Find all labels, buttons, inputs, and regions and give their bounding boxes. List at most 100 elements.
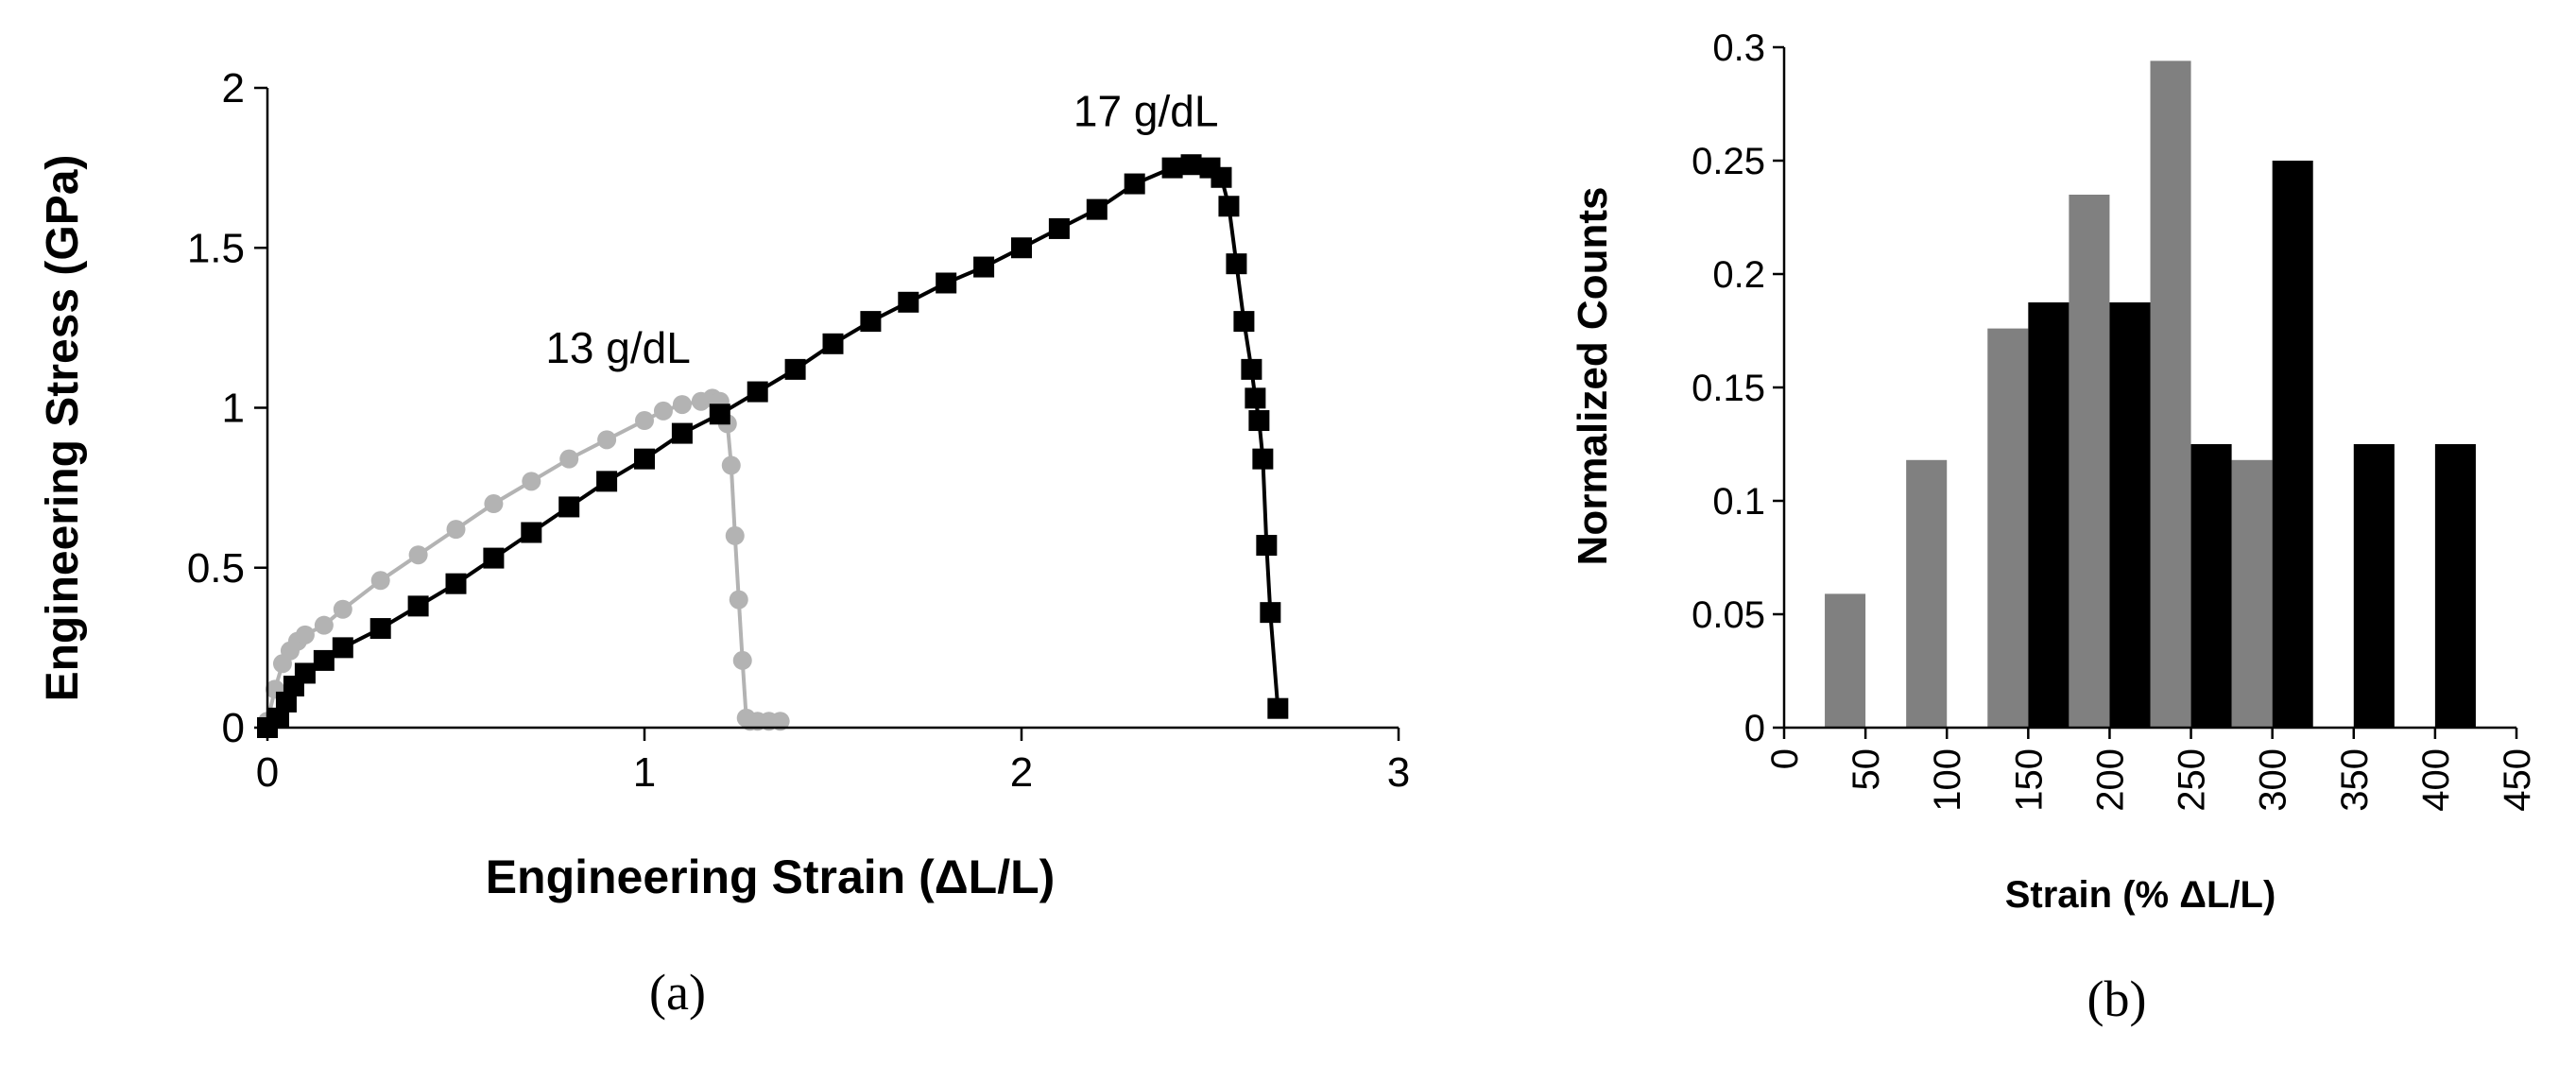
data-point xyxy=(522,472,541,491)
series-line xyxy=(266,163,1280,730)
data-point xyxy=(725,525,745,545)
data-point xyxy=(747,381,768,403)
data-point xyxy=(635,411,654,431)
data-point xyxy=(484,494,504,514)
data-point xyxy=(1086,198,1108,220)
stress-strain-y-axis-title: Engineering Stress (GPa) xyxy=(38,155,88,702)
y-tick-label: 0.3 xyxy=(1712,27,1765,69)
data-point xyxy=(1233,311,1255,333)
histogram-axes: 0 0.05 0.1 0.15 0.2 0.25 0.3 0 50 100 150 200 250 300… xyxy=(1692,27,2538,812)
histogram-bar xyxy=(2353,444,2395,728)
data-point xyxy=(370,571,390,591)
data-point xyxy=(936,272,957,294)
histogram-bar xyxy=(1987,328,2029,728)
data-point xyxy=(314,615,334,635)
data-point xyxy=(369,618,391,640)
data-point xyxy=(1248,410,1270,432)
x-tick-label: 400 xyxy=(2415,748,2457,812)
y-tick-label: 2 xyxy=(222,65,245,112)
data-point xyxy=(1267,697,1289,719)
data-point xyxy=(267,707,289,729)
data-point xyxy=(483,547,505,569)
data-point xyxy=(653,401,673,421)
y-tick-label: 1.5 xyxy=(187,225,245,271)
histogram-bar xyxy=(2434,444,2476,728)
x-tick-label: 3 xyxy=(1387,749,1410,796)
data-point xyxy=(1245,387,1266,409)
data-point xyxy=(1180,154,1202,176)
x-tick-label: 2 xyxy=(1010,749,1033,796)
data-point xyxy=(671,422,693,444)
x-tick-label: 450 xyxy=(2497,748,2538,812)
x-tick-label: 1 xyxy=(633,749,656,796)
data-point xyxy=(973,256,995,278)
histogram-bar xyxy=(2109,302,2151,728)
data-point xyxy=(295,625,315,644)
data-point xyxy=(596,471,618,492)
histogram-x-axis-title: Strain (% ΔL/L) xyxy=(2005,874,2276,916)
x-tick-label: 0 xyxy=(256,749,279,796)
data-point xyxy=(275,691,297,713)
strain-histogram-chart: 0 0.05 0.1 0.15 0.2 0.25 0.3 0 50 100 150 200 250 300… xyxy=(1570,27,2538,1027)
data-point xyxy=(446,520,466,540)
data-point xyxy=(1252,448,1274,470)
data-point xyxy=(313,649,335,671)
x-tick-label: 200 xyxy=(2089,748,2131,812)
series-line xyxy=(266,396,781,724)
series-1 xyxy=(257,154,1289,738)
histogram-bar xyxy=(2272,161,2313,728)
caption-a: (a) xyxy=(649,964,706,1021)
x-tick-label: 150 xyxy=(2008,748,2050,812)
data-point xyxy=(784,358,806,380)
y-tick-label: 0.5 xyxy=(187,545,245,592)
data-point xyxy=(1260,602,1281,624)
data-point xyxy=(1048,217,1070,239)
y-tick-label: 1 xyxy=(222,386,245,432)
y-tick-label: 0.15 xyxy=(1692,368,1765,409)
histogram-bar xyxy=(1825,593,1866,728)
x-tick-label: 350 xyxy=(2334,748,2376,812)
data-point xyxy=(729,590,748,610)
y-tick-label: 0 xyxy=(222,705,245,751)
data-point xyxy=(1218,196,1240,217)
data-point xyxy=(898,291,919,313)
y-tick-label: 0 xyxy=(1744,708,1765,749)
stress-strain-chart: 0 0.5 1 1.5 2 0 1 2 3 Engineering Stress (GPa) E… xyxy=(38,65,1410,1021)
data-point xyxy=(1124,173,1145,195)
data-point xyxy=(445,573,467,594)
data-point xyxy=(1211,166,1232,188)
data-point xyxy=(822,333,844,354)
histogram-bar xyxy=(2028,302,2069,728)
histogram-bar xyxy=(2231,459,2273,728)
data-point xyxy=(597,430,617,450)
data-point xyxy=(1226,253,1247,275)
data-point xyxy=(294,662,316,684)
data-point xyxy=(1161,157,1183,179)
data-point xyxy=(1256,535,1278,557)
data-point xyxy=(770,712,790,731)
annotation-17-gdl: 17 g/dL xyxy=(1073,87,1218,136)
stress-strain-x-axis-title: Engineering Strain (ΔL/L) xyxy=(486,850,1056,903)
x-tick-label: 0 xyxy=(1764,748,1806,769)
data-point xyxy=(333,599,352,619)
histogram-bar xyxy=(1906,459,1948,728)
y-tick-label: 0.2 xyxy=(1712,254,1765,296)
data-point xyxy=(408,545,428,565)
annotation-13-gdl: 13 g/dL xyxy=(545,323,690,372)
data-point xyxy=(709,404,730,425)
x-tick-label: 100 xyxy=(1927,748,1968,812)
stress-strain-axes: 0 0.5 1 1.5 2 0 1 2 3 xyxy=(187,65,1410,796)
series-0 xyxy=(258,388,790,731)
data-point xyxy=(860,311,882,333)
x-tick-label: 250 xyxy=(2172,748,2213,812)
data-point xyxy=(1241,358,1262,380)
y-tick-label: 0.25 xyxy=(1692,141,1765,182)
stress-strain-marks xyxy=(257,154,1289,738)
data-point xyxy=(407,595,429,617)
x-tick-label: 50 xyxy=(1846,748,1887,791)
data-point xyxy=(558,496,580,518)
data-point xyxy=(672,395,692,415)
histogram-bars xyxy=(1825,60,2476,728)
histogram-bar xyxy=(2150,60,2191,728)
